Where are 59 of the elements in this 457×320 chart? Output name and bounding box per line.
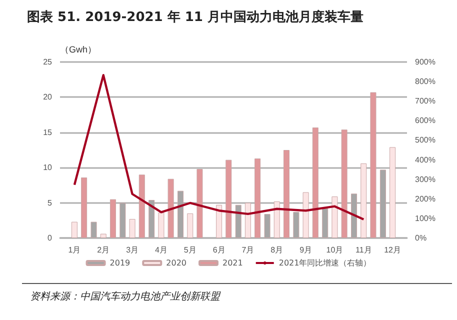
bar — [274, 201, 280, 238]
bar — [168, 178, 174, 238]
bar — [302, 192, 309, 238]
x-tick-label: 4月 — [154, 246, 168, 254]
y-tick-label: 25 — [43, 58, 53, 66]
text: 资料来源：中国汽车动力电池产业创新联盟 — [30, 290, 221, 302]
bar — [138, 174, 145, 238]
x-tick-label: 6月 — [212, 246, 226, 254]
legend-label: 2021 — [222, 258, 243, 268]
y-tick-label: 0 — [48, 234, 53, 242]
bar — [244, 202, 251, 238]
y2-tick-label: 300% — [415, 174, 436, 184]
bar — [129, 218, 136, 238]
y2-tick-label: 700% — [415, 96, 436, 106]
bar — [390, 147, 396, 238]
legend-label: 2019 — [110, 258, 130, 268]
bar — [312, 127, 318, 238]
bar — [283, 150, 290, 238]
y-tick-label: 5 — [48, 198, 53, 208]
y-tick-label: 15 — [43, 128, 53, 137]
y2-tick-label: 0% — [415, 234, 427, 242]
x-tick-label: 8月 — [270, 246, 284, 254]
y2-tick-label: 200% — [415, 194, 436, 204]
y2-tick-label: 400% — [415, 155, 436, 164]
x-tick-label: 5月 — [184, 246, 196, 254]
bar — [81, 177, 88, 238]
chart-title: 图表 51. 2019-2021 年 11 月中国动力电池月度装车量 — [27, 9, 364, 25]
y2-tick-label: 500% — [415, 136, 436, 145]
y-tick-label: 20 — [43, 92, 53, 102]
x-tick-label: 7月 — [242, 246, 254, 254]
bar — [360, 163, 367, 238]
bar — [341, 130, 348, 238]
bar — [254, 158, 261, 238]
y2-tick-label: 600% — [415, 116, 436, 126]
bar — [370, 92, 376, 238]
y-axis-title: （Gwh） — [60, 44, 97, 54]
bar — [226, 160, 232, 238]
legend-label: 2021年同比增速（右轴） — [278, 258, 372, 268]
x-tick-label: 1月 — [68, 246, 81, 254]
x-tick-label: 2月 — [97, 246, 110, 254]
x-tick-label: 9月 — [300, 246, 312, 254]
y2-tick-label: 800% — [415, 77, 436, 86]
line-series — [73, 74, 365, 221]
x-tick-label: 11月 — [355, 246, 372, 254]
bar — [196, 169, 203, 238]
bar — [187, 213, 194, 238]
y-tick-label: 10 — [43, 163, 53, 172]
y2-tick-label: 900% — [415, 58, 436, 66]
x-tick-label: 3月 — [126, 246, 139, 254]
x-tick-label: 12月 — [384, 246, 401, 254]
bar — [158, 212, 164, 238]
x-tick-label: 10月 — [326, 246, 344, 254]
bar — [332, 196, 338, 238]
y2-tick-label: 100% — [415, 214, 436, 223]
legend-label: 2020 — [166, 258, 186, 268]
bar — [71, 222, 78, 238]
bar — [216, 204, 222, 238]
bar — [110, 199, 116, 238]
bar — [100, 234, 106, 238]
